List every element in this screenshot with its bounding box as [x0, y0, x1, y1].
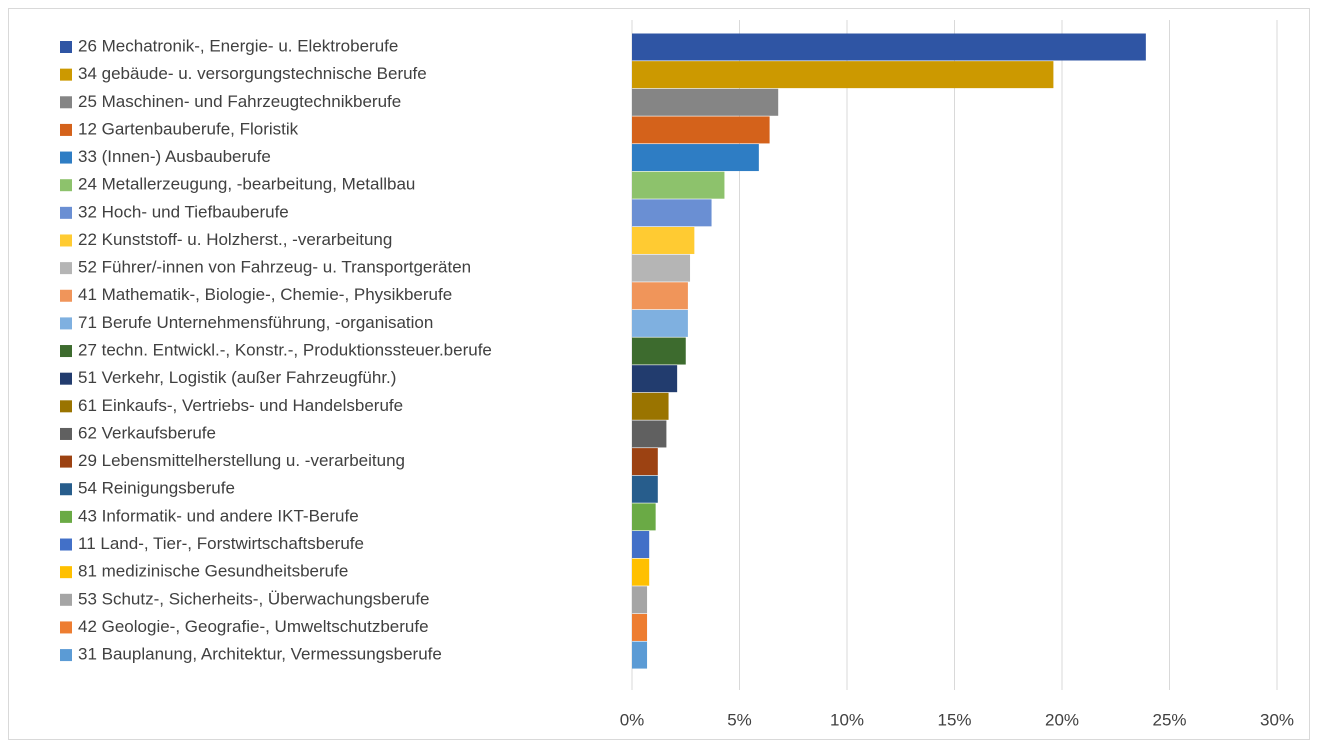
legend-label: 27 techn. Entwickl.-, Konstr.-, Produkti… [78, 341, 492, 360]
legend-swatch [60, 621, 72, 634]
legend-label: 62 Verkaufsberufe [78, 423, 216, 442]
bar [632, 392, 669, 420]
x-tick-label: 15% [937, 710, 971, 729]
x-tick-label: 5% [727, 710, 752, 729]
legend-swatch [60, 234, 72, 247]
bar [632, 226, 695, 254]
legend-swatch [60, 41, 72, 53]
legend-label: 25 Maschinen- und Fahrzeugtechnikberufe [78, 92, 401, 111]
bar [632, 309, 688, 337]
legend-swatch [60, 289, 72, 302]
legend-swatch [60, 206, 72, 219]
x-tick-label: 25% [1152, 710, 1186, 729]
bar [632, 88, 779, 116]
legend-label: 52 Führer/-innen von Fahrzeug- u. Transp… [78, 258, 471, 277]
legend-swatch [60, 179, 72, 192]
legend-swatch [60, 123, 72, 136]
legend-swatch [60, 400, 72, 413]
legend-swatch [60, 538, 72, 551]
legend-label: 24 Metallerzeugung, -bearbeitung, Metall… [78, 175, 415, 194]
bar [632, 586, 648, 614]
legend-label: 26 Mechatronik-, Energie- u. Elektroberu… [78, 36, 398, 55]
bar [632, 116, 770, 144]
bar [632, 61, 1054, 89]
bar [632, 33, 1146, 61]
legend-label: 33 (Innen-) Ausbauberufe [78, 147, 271, 166]
legend-swatch [60, 483, 72, 496]
legend-swatch [60, 68, 72, 81]
bar [632, 144, 759, 172]
legend-label: 22 Kunststoff- u. Holzherst., -verarbeit… [78, 230, 392, 249]
legend-label: 53 Schutz-, Sicherheits-, Überwachungsbe… [78, 589, 430, 608]
legend-label: 34 gebäude- u. versorgungstechnische Ber… [78, 64, 427, 83]
legend-swatch [60, 566, 72, 579]
bar [632, 199, 712, 227]
bar [632, 282, 688, 310]
legend-label: 42 Geologie-, Geografie-, Umweltschutzbe… [78, 617, 429, 636]
legend-swatch [60, 262, 72, 275]
legend-label: 31 Bauplanung, Architektur, Vermessungsb… [78, 645, 442, 664]
legend-label: 81 medizinische Gesundheitsberufe [78, 562, 348, 581]
legend-swatch [60, 317, 72, 330]
x-tick-label: 20% [1045, 710, 1079, 729]
bar [632, 254, 691, 282]
legend-swatch [60, 649, 72, 662]
legend-label: 12 Gartenbauberufe, Floristik [78, 119, 299, 138]
bar [632, 337, 686, 365]
legend-label: 51 Verkehr, Logistik (außer Fahrzeugführ… [78, 368, 396, 387]
x-tick-label: 10% [830, 710, 864, 729]
legend-label: 61 Einkaufs-, Vertriebs- und Handelsberu… [78, 396, 403, 415]
x-tick-label: 0% [620, 710, 645, 729]
bar [632, 475, 658, 503]
bar [632, 171, 725, 199]
bar [632, 531, 650, 559]
legend-swatch [60, 96, 72, 109]
bar [632, 613, 648, 641]
legend-label: 54 Reinigungsberufe [78, 479, 235, 498]
legend-label: 41 Mathematik-, Biologie-, Chemie-, Phys… [78, 285, 452, 304]
legend-label: 43 Informatik- und andere IKT-Berufe [78, 506, 359, 525]
x-tick-label: 30% [1260, 710, 1294, 729]
legend-label: 32 Hoch- und Tiefbauberufe [78, 202, 289, 221]
legend-label: 71 Berufe Unternehmensführung, -organisa… [78, 313, 433, 332]
legend-swatch [60, 455, 72, 468]
legend-swatch [60, 345, 72, 358]
legend-label: 11 Land-, Tier-, Forstwirtschaftsberufe [78, 534, 364, 553]
legend-swatch [60, 427, 72, 440]
legend-swatch [60, 372, 72, 385]
bar [632, 448, 658, 476]
legend-label: 29 Lebensmittelherstellung u. -verarbeit… [78, 451, 405, 470]
bar [632, 503, 656, 531]
legend-swatch [60, 593, 72, 606]
bar [632, 420, 667, 448]
bar [632, 558, 650, 586]
legend-swatch [60, 151, 72, 164]
legend-swatch [60, 510, 72, 523]
bar [632, 641, 648, 669]
bar [632, 365, 678, 393]
